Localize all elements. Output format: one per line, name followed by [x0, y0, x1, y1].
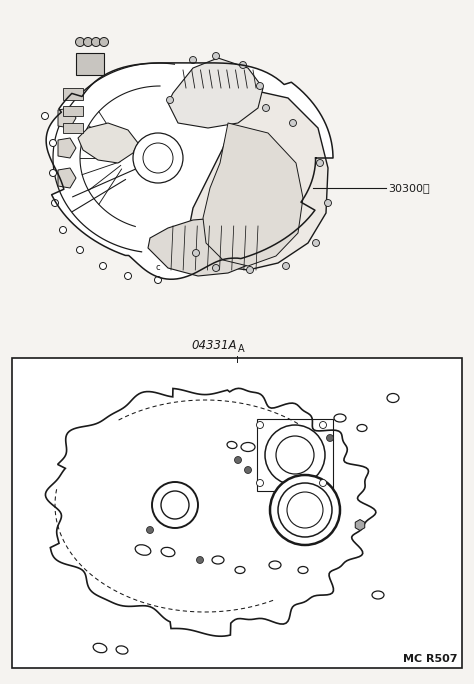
Polygon shape [355, 520, 365, 531]
Circle shape [287, 492, 323, 528]
Polygon shape [46, 63, 333, 279]
Polygon shape [188, 88, 328, 270]
Circle shape [212, 265, 219, 272]
Ellipse shape [135, 544, 151, 555]
Circle shape [49, 140, 56, 146]
Polygon shape [168, 58, 263, 128]
Ellipse shape [372, 591, 384, 599]
Ellipse shape [334, 414, 346, 422]
Circle shape [235, 456, 241, 464]
Circle shape [290, 120, 297, 127]
Circle shape [256, 83, 264, 90]
Circle shape [197, 557, 203, 564]
Ellipse shape [357, 425, 367, 432]
Ellipse shape [212, 556, 224, 564]
Circle shape [319, 421, 327, 428]
Circle shape [190, 57, 197, 64]
Circle shape [276, 436, 314, 474]
Circle shape [166, 96, 173, 103]
Circle shape [325, 200, 331, 207]
Circle shape [155, 276, 162, 283]
Polygon shape [46, 389, 376, 636]
Text: 30300。: 30300。 [388, 183, 429, 193]
Circle shape [256, 479, 264, 486]
Text: MC R507: MC R507 [403, 654, 458, 664]
Circle shape [327, 434, 334, 441]
Circle shape [265, 425, 325, 485]
Bar [63, 106, 83, 116]
Text: c: c [155, 263, 160, 272]
Circle shape [83, 38, 92, 47]
Circle shape [143, 143, 173, 173]
Circle shape [60, 226, 66, 233]
Polygon shape [203, 123, 303, 266]
Text: 04331A: 04331A [191, 339, 237, 352]
Ellipse shape [93, 643, 107, 653]
Circle shape [49, 170, 56, 176]
Bar [63, 88, 83, 100]
Polygon shape [58, 138, 76, 158]
Circle shape [76, 246, 83, 254]
Circle shape [245, 466, 252, 473]
Circle shape [239, 62, 246, 68]
Circle shape [317, 159, 323, 166]
Ellipse shape [269, 561, 281, 569]
Circle shape [52, 200, 58, 207]
Ellipse shape [161, 547, 175, 557]
Circle shape [263, 105, 270, 111]
Circle shape [270, 475, 340, 545]
Ellipse shape [241, 443, 255, 451]
Circle shape [256, 421, 264, 428]
Bar [257, 419, 333, 491]
Circle shape [133, 133, 183, 183]
Circle shape [75, 38, 84, 47]
Circle shape [91, 38, 100, 47]
Circle shape [278, 483, 332, 537]
Circle shape [42, 112, 48, 120]
Circle shape [283, 263, 290, 269]
Polygon shape [148, 218, 268, 276]
Ellipse shape [116, 646, 128, 654]
Ellipse shape [235, 566, 245, 573]
Ellipse shape [227, 441, 237, 449]
Circle shape [100, 38, 109, 47]
Polygon shape [58, 108, 76, 128]
Circle shape [246, 267, 254, 274]
Circle shape [312, 239, 319, 246]
Bar [63, 123, 83, 133]
Polygon shape [58, 168, 76, 188]
Circle shape [125, 272, 131, 280]
Circle shape [161, 491, 189, 519]
Circle shape [100, 263, 107, 269]
Ellipse shape [387, 393, 399, 402]
Circle shape [146, 527, 154, 534]
Circle shape [192, 250, 200, 256]
Circle shape [212, 53, 219, 60]
Text: A: A [238, 344, 245, 354]
Bar [76, 53, 104, 75]
Bar [12, 358, 462, 668]
Polygon shape [78, 123, 138, 163]
Circle shape [152, 482, 198, 528]
Ellipse shape [298, 566, 308, 573]
Circle shape [319, 479, 327, 486]
